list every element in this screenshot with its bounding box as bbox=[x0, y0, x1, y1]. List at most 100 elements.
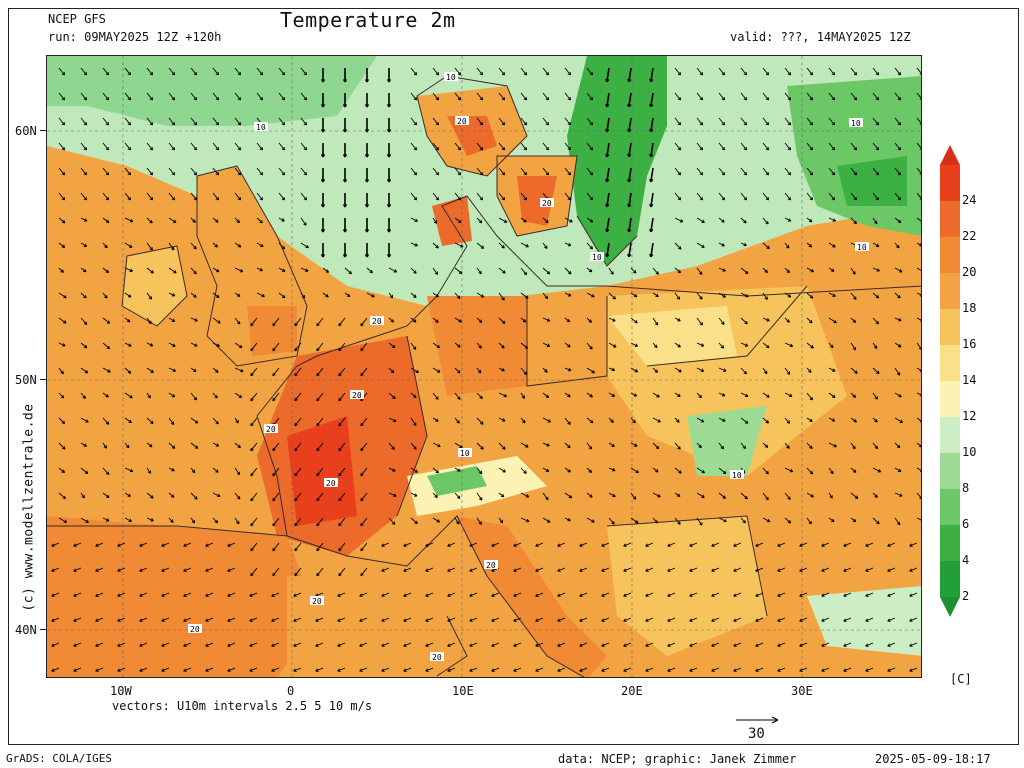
wind-vector-head bbox=[83, 72, 88, 76]
wind-vector bbox=[403, 542, 412, 547]
wind-vector-head bbox=[623, 593, 627, 597]
svg-text:20: 20 bbox=[352, 391, 362, 400]
wind-vector-head bbox=[191, 519, 196, 524]
wind-vector-head bbox=[830, 344, 834, 349]
wind-vector-head bbox=[250, 547, 254, 552]
wind-vector-head bbox=[491, 568, 495, 572]
wind-vector-head bbox=[491, 643, 495, 647]
wind-vector bbox=[124, 442, 130, 449]
wind-vector bbox=[58, 192, 65, 201]
wind-vector bbox=[564, 317, 570, 323]
wind-vector-head bbox=[371, 294, 375, 298]
wind-vector bbox=[51, 642, 60, 647]
wind-vector bbox=[601, 542, 610, 547]
wind-vector-head bbox=[700, 419, 705, 423]
wind-vector-head bbox=[766, 318, 770, 322]
wind-vector bbox=[601, 617, 610, 622]
wind-vector-head bbox=[588, 469, 593, 473]
wind-vector-head bbox=[919, 293, 921, 297]
wind-vector-head bbox=[832, 368, 836, 372]
wind-vector bbox=[821, 642, 830, 647]
wind-vector bbox=[894, 492, 903, 497]
wind-vector-head bbox=[525, 444, 529, 448]
wind-vector bbox=[425, 567, 434, 572]
wind-vector bbox=[80, 342, 88, 349]
wind-vector bbox=[821, 667, 830, 672]
wind-vector bbox=[696, 92, 703, 101]
wind-vector-head bbox=[699, 271, 703, 275]
wind-vector-head bbox=[249, 593, 253, 597]
wind-vector bbox=[674, 342, 681, 348]
wind-vector-head bbox=[918, 346, 921, 350]
wind-vector-head bbox=[786, 319, 790, 323]
wind-vector bbox=[432, 417, 439, 422]
wind-vector bbox=[696, 392, 702, 399]
wind-vector-head bbox=[699, 197, 704, 201]
wind-vector bbox=[733, 592, 742, 597]
wind-vector-head bbox=[215, 469, 219, 473]
wind-vector bbox=[432, 67, 439, 76]
wind-vector-head bbox=[393, 493, 397, 497]
wind-vector bbox=[916, 392, 921, 396]
model-label: NCEP GFS bbox=[48, 12, 106, 26]
wind-vector bbox=[212, 392, 218, 399]
wind-vector bbox=[850, 67, 857, 76]
wind-vector bbox=[300, 67, 307, 76]
wind-vector bbox=[806, 67, 813, 76]
wind-vector bbox=[234, 142, 241, 151]
wind-vector bbox=[410, 467, 418, 473]
wind-vector bbox=[454, 267, 463, 274]
wind-vector bbox=[250, 417, 258, 427]
wind-vector-head bbox=[364, 79, 370, 83]
wind-vector-head bbox=[360, 347, 364, 352]
wind-vector bbox=[58, 517, 67, 523]
wind-vector bbox=[161, 667, 170, 672]
wind-vector-head bbox=[722, 294, 726, 298]
wind-vector bbox=[124, 517, 132, 522]
wind-vector bbox=[212, 242, 218, 248]
wind-vector-head bbox=[854, 370, 858, 374]
wind-vector bbox=[916, 117, 921, 124]
wind-vector-head bbox=[161, 593, 165, 597]
wind-vector bbox=[454, 242, 464, 248]
wind-vector bbox=[799, 567, 808, 572]
wind-vector bbox=[476, 192, 483, 201]
wind-vector-head bbox=[459, 444, 463, 449]
wind-vector bbox=[80, 442, 87, 447]
wind-vector-head bbox=[337, 618, 341, 622]
wind-vector bbox=[234, 67, 241, 76]
wind-vector bbox=[190, 317, 198, 322]
wind-vector-head bbox=[342, 179, 348, 183]
wind-vector-head bbox=[447, 643, 451, 647]
contour-label-20-j: 20 bbox=[430, 652, 444, 662]
wind-vector bbox=[432, 167, 439, 176]
wind-vector-head bbox=[104, 244, 108, 249]
wind-vector bbox=[828, 367, 836, 372]
wind-vector bbox=[161, 567, 170, 572]
wind-vector bbox=[872, 167, 879, 176]
wind-vector-head bbox=[457, 295, 461, 300]
wind-vector-head bbox=[83, 294, 87, 299]
wind-vector bbox=[58, 367, 64, 375]
wind-vector bbox=[58, 292, 67, 299]
wind-vector-head bbox=[513, 668, 517, 672]
wind-vector bbox=[73, 617, 82, 622]
wind-vector bbox=[234, 342, 243, 349]
wind-vector-head bbox=[875, 172, 880, 176]
wind-vector-head bbox=[605, 203, 610, 208]
wind-vector bbox=[806, 142, 813, 151]
wind-vector bbox=[828, 167, 835, 176]
wind-vector-head bbox=[259, 97, 264, 101]
wind-vector bbox=[608, 442, 615, 447]
wind-vector bbox=[80, 217, 88, 222]
wind-vector bbox=[916, 442, 921, 447]
wind-vector bbox=[667, 567, 676, 572]
wind-vector bbox=[784, 117, 791, 126]
wind-vector-head bbox=[853, 197, 858, 201]
wind-vector bbox=[630, 467, 639, 474]
wind-vector-head bbox=[627, 128, 632, 133]
wind-vector bbox=[73, 642, 82, 647]
wind-vector-head bbox=[744, 495, 748, 500]
france-hottest bbox=[287, 416, 357, 526]
wind-vector-head bbox=[809, 97, 814, 101]
